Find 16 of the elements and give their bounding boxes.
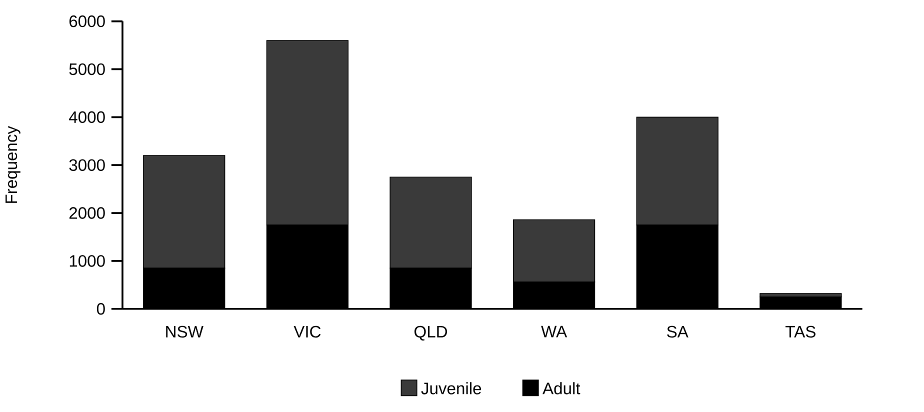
x-tick-label: NSW — [166, 326, 204, 338]
y-axis-title: Frequency — [6, 126, 20, 203]
x-tick-label: SA — [667, 326, 688, 338]
legend-label: Juvenile — [421, 382, 482, 394]
x-tick-label: TAS — [786, 326, 816, 338]
y-tick-label: 5000 — [69, 63, 105, 75]
y-tick-label: 3000 — [69, 158, 105, 171]
x-tick-label: WA — [541, 326, 568, 338]
y-tick-label: 1000 — [70, 254, 105, 267]
y-tick-label: 2000 — [69, 206, 105, 219]
y-tick-label: 6000 — [69, 15, 105, 27]
y-tick-label: 4000 — [69, 111, 105, 123]
x-tick-label: QLD — [414, 326, 448, 340]
x-tick-label: VIC — [294, 326, 321, 338]
legend-label: Adult — [542, 382, 580, 394]
y-tick-label: 0 — [96, 302, 105, 315]
